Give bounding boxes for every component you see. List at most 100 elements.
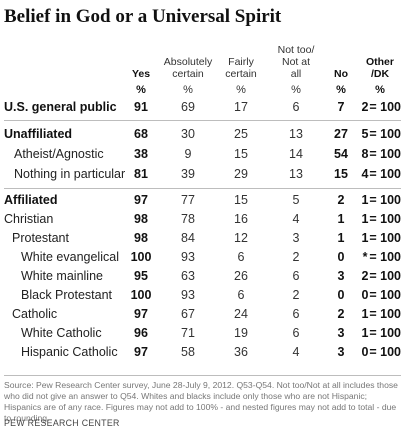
- cell-absolutely: 84: [181, 231, 195, 245]
- cell-fairly: 16: [234, 212, 248, 226]
- cell-fairly: 15: [234, 147, 248, 161]
- row-label: White mainline: [21, 269, 103, 283]
- cell-total: = 100: [369, 345, 401, 359]
- cell-not-too: 13: [289, 127, 303, 141]
- header-absolutely-certain: Absolutely certain: [163, 56, 213, 80]
- cell-absolutely: 39: [181, 167, 195, 181]
- cell-absolutely: 67: [181, 307, 195, 321]
- cell-no: 0: [337, 288, 345, 302]
- source-note: Source: Pew Research Center survey, June…: [4, 380, 398, 423]
- cell-yes: 38: [134, 147, 148, 161]
- cell-total: = 100: [369, 212, 401, 226]
- cell-not-too: 4: [292, 212, 300, 226]
- cell-yes: 98: [134, 212, 148, 226]
- cell-not-too: 6: [292, 326, 300, 340]
- page-title: Belief in God or a Universal Spirit: [4, 6, 282, 27]
- divider: [4, 188, 401, 189]
- row-label: Unaffiliated: [4, 127, 73, 141]
- table-row: Unaffiliated 68 30 25 13 27 5 = 100: [0, 124, 405, 145]
- cell-total: = 100: [369, 100, 401, 114]
- cell-yes: 100: [130, 250, 152, 264]
- cell-no: 3: [337, 269, 345, 283]
- cell-no: 27: [334, 127, 348, 141]
- row-label: Affiliated: [4, 193, 58, 207]
- cell-absolutely: 93: [181, 250, 195, 264]
- cell-other: 1: [361, 326, 369, 340]
- cell-not-too: 4: [292, 345, 300, 359]
- cell-no: 0: [337, 250, 345, 264]
- row-label: Hispanic Catholic: [21, 345, 118, 359]
- table-row: Protestant 98 84 12 3 1 1 = 100: [0, 228, 405, 249]
- cell-fairly: 26: [234, 269, 248, 283]
- table-row: Black Protestant 100 93 6 2 0 0 = 100: [0, 285, 405, 306]
- cell-not-too: 13: [289, 167, 303, 181]
- cell-absolutely: 71: [181, 326, 195, 340]
- cell-no: 7: [337, 100, 345, 114]
- cell-total: = 100: [369, 269, 401, 283]
- cell-total: = 100: [369, 193, 401, 207]
- cell-not-too: 6: [292, 269, 300, 283]
- cell-not-too: 2: [292, 250, 300, 264]
- row-label: Catholic: [12, 307, 58, 321]
- cell-other: 8: [361, 147, 369, 161]
- cell-no: 15: [334, 167, 348, 181]
- footer-credit: PEW RESEARCH CENTER: [4, 418, 120, 428]
- row-label: Nothing in particular: [14, 167, 126, 181]
- row-label: U.S. general public: [4, 100, 117, 114]
- cell-absolutely: 58: [181, 345, 195, 359]
- pct-not-too: %: [291, 84, 301, 96]
- cell-absolutely: 78: [181, 212, 195, 226]
- cell-absolutely: 69: [181, 100, 195, 114]
- cell-fairly: 19: [234, 326, 248, 340]
- header-other-dk: Other /DK: [365, 56, 394, 80]
- cell-yes: 68: [134, 127, 148, 141]
- table-row: White Catholic 96 71 19 6 3 1 = 100: [0, 323, 405, 344]
- cell-not-too: 2: [292, 288, 300, 302]
- cell-no: 2: [337, 307, 345, 321]
- cell-fairly: 24: [234, 307, 248, 321]
- table-row: Affiliated 97 77 15 5 2 1 = 100: [0, 190, 405, 211]
- cell-fairly: 29: [234, 167, 248, 181]
- cell-yes: 97: [134, 193, 148, 207]
- row-label: White evangelical: [21, 250, 119, 264]
- row-label: Christian: [4, 212, 54, 226]
- cell-no: 3: [337, 326, 345, 340]
- cell-other: 0: [361, 345, 369, 359]
- cell-fairly: 17: [234, 100, 248, 114]
- table-row: Hispanic Catholic 97 58 36 4 3 0 = 100: [0, 342, 405, 363]
- row-label: White Catholic: [21, 326, 102, 340]
- table-row: U.S. general public 91 69 17 6 7 2 = 100: [0, 97, 405, 118]
- cell-no: 1: [337, 231, 345, 245]
- cell-yes: 100: [130, 288, 152, 302]
- cell-not-too: 5: [292, 193, 300, 207]
- cell-not-too: 14: [289, 147, 303, 161]
- cell-yes: 91: [134, 100, 148, 114]
- pct-other: %: [375, 84, 385, 96]
- cell-not-too: 6: [292, 307, 300, 321]
- cell-total: = 100: [369, 231, 401, 245]
- header-yes: Yes: [131, 68, 151, 80]
- row-label: Black Protestant: [21, 288, 113, 302]
- cell-total: = 100: [369, 250, 401, 264]
- table-row: Atheist/Agnostic 38 9 15 14 54 8 = 100: [0, 144, 405, 165]
- cell-other: 4: [361, 167, 369, 181]
- cell-total: = 100: [369, 167, 401, 181]
- header-no: No: [334, 68, 348, 80]
- cell-fairly: 25: [234, 127, 248, 141]
- cell-other: 1: [361, 231, 369, 245]
- table-row: Nothing in particular 81 39 29 13 15 4 =…: [0, 164, 405, 185]
- cell-fairly: 36: [234, 345, 248, 359]
- cell-other: 0: [361, 288, 369, 302]
- cell-yes: 97: [134, 345, 148, 359]
- cell-no: 1: [337, 212, 345, 226]
- cell-yes: 97: [134, 307, 148, 321]
- pct-fairly: %: [236, 84, 246, 96]
- pct-no: %: [336, 84, 346, 96]
- row-label: Atheist/Agnostic: [14, 147, 104, 161]
- row-label: Protestant: [12, 231, 69, 245]
- pct-absolutely: %: [183, 84, 193, 96]
- cell-absolutely: 77: [181, 193, 195, 207]
- cell-fairly: 6: [237, 288, 245, 302]
- cell-fairly: 6: [237, 250, 245, 264]
- table-row: White evangelical 100 93 6 2 0 * = 100: [0, 247, 405, 268]
